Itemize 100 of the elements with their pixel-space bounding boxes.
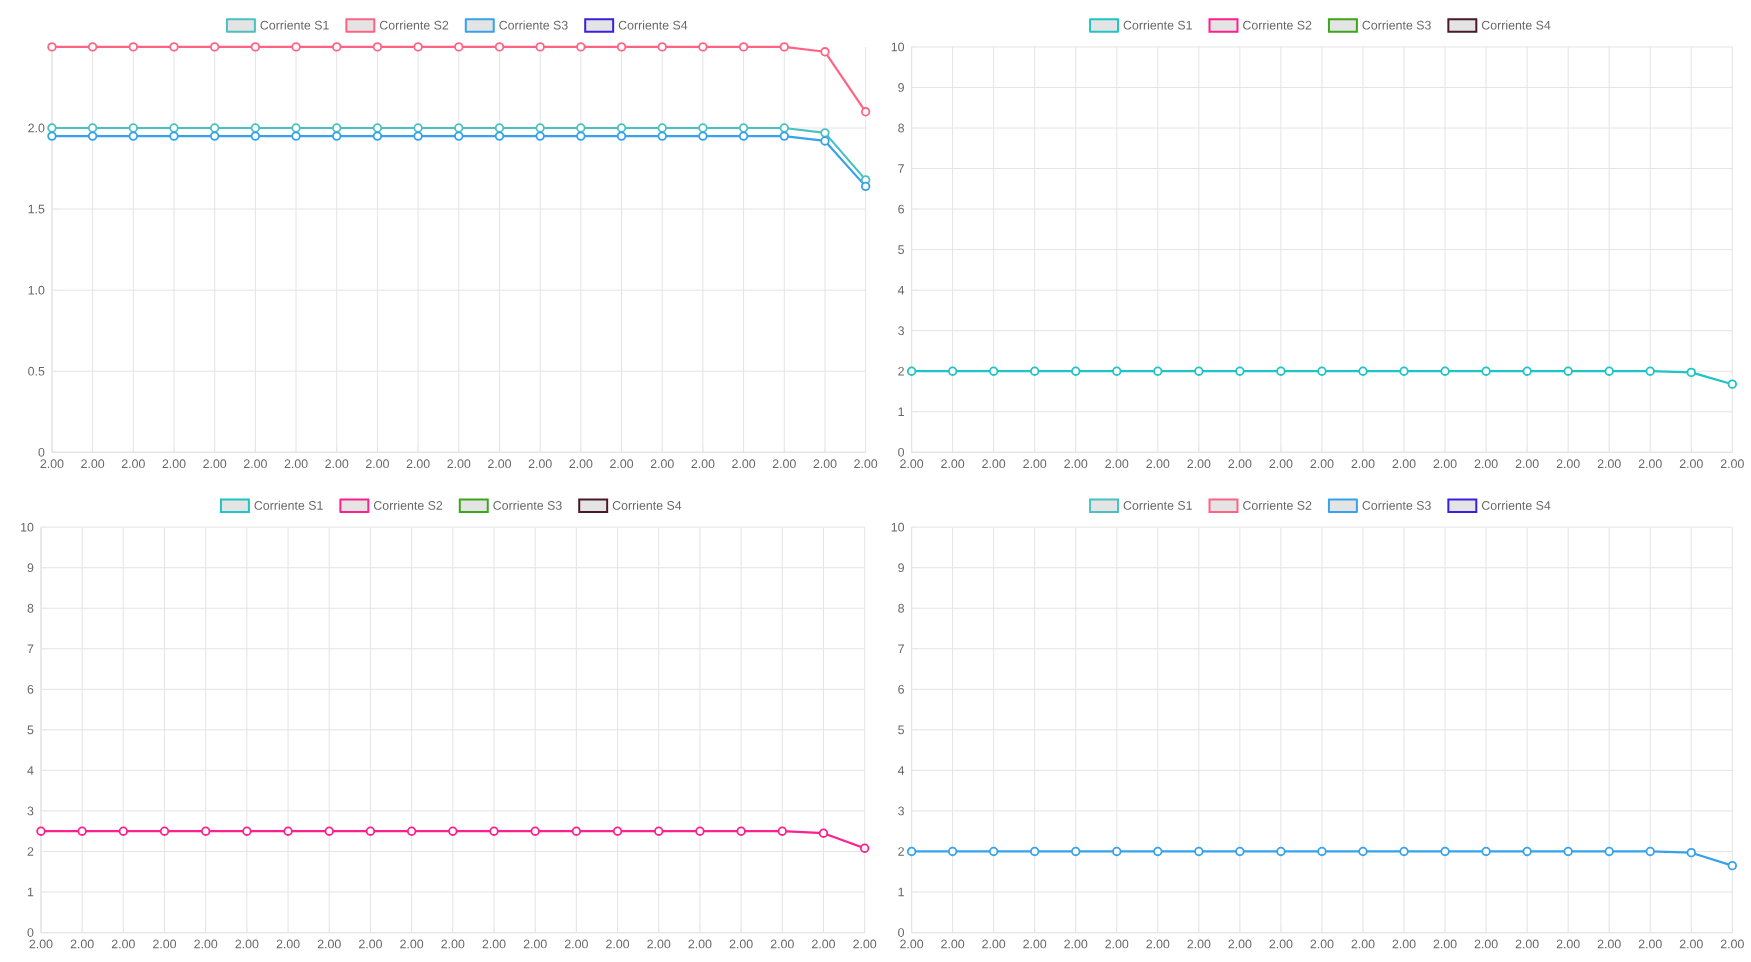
y-tick-label: 3 — [27, 806, 34, 816]
x-tick-label: 2.00 — [1023, 939, 1047, 949]
x-tick-label: 2.00 — [1228, 459, 1252, 468]
legend-label: Corriente S3 — [493, 500, 562, 510]
y-tick-label: 1 — [27, 887, 34, 897]
y-tick-label: 2 — [898, 846, 904, 856]
x-tick-label: 2.00 — [1269, 939, 1293, 949]
point — [860, 106, 871, 117]
legend-label: Corriente S2 — [379, 20, 449, 30]
legend-label: Corriente S4 — [1481, 20, 1551, 30]
point — [820, 136, 830, 146]
x-tick-label: 2.00 — [1638, 939, 1662, 949]
point — [372, 123, 383, 133]
x-tick-label: 2.00 — [29, 939, 53, 949]
x-tick-label: 2.00 — [564, 939, 588, 949]
point — [324, 826, 334, 836]
x-tick-label: 2.00 — [853, 939, 877, 949]
point — [1358, 366, 1368, 376]
point — [1563, 366, 1573, 376]
x-tick-label: 2.00 — [276, 939, 300, 949]
point — [777, 826, 787, 836]
point — [818, 828, 829, 838]
x-tick-label: 2.00 — [1433, 459, 1457, 468]
legend-label: Corriente S1 — [254, 500, 323, 510]
point — [365, 826, 376, 836]
y-tick-label: 10 — [891, 522, 905, 532]
point — [47, 131, 57, 141]
point — [698, 41, 708, 52]
point — [332, 123, 342, 133]
point — [201, 826, 211, 836]
x-tick-label: 2.00 — [941, 459, 965, 468]
point — [988, 366, 999, 376]
x-tick-label: 2.00 — [982, 939, 1006, 949]
x-tick-label: 2.00 — [1392, 939, 1416, 949]
x-tick-label: 2.00 — [1105, 459, 1129, 468]
point — [657, 41, 667, 52]
y-tick-label: 0.5 — [28, 366, 45, 376]
x-tick-label: 2.00 — [482, 939, 506, 949]
x-tick-label: 2.00 — [528, 459, 552, 468]
point — [779, 123, 789, 133]
point — [1153, 366, 1163, 376]
x-tick-label: 2.00 — [40, 459, 64, 468]
legend-label: Corriente S1 — [1123, 20, 1192, 30]
y-tick-label: 4 — [897, 765, 905, 775]
x-tick-label: 2.00 — [1720, 459, 1744, 468]
point — [494, 41, 505, 52]
x-tick-label: 2.00 — [813, 459, 837, 468]
point — [128, 131, 138, 141]
point — [454, 41, 464, 52]
point — [372, 131, 383, 141]
x-tick-label: 2.00 — [688, 939, 712, 949]
legend-label: Corriente S4 — [1481, 500, 1551, 510]
point — [406, 826, 417, 836]
point — [612, 826, 623, 836]
point — [616, 131, 627, 141]
point — [906, 366, 917, 376]
y-tick-label: 4 — [897, 285, 905, 295]
point — [250, 123, 261, 133]
x-tick-label: 2.00 — [1515, 459, 1539, 468]
x-tick-label: 2.00 — [111, 939, 135, 949]
legend-label: Corriente S4 — [618, 20, 688, 30]
y-tick-label: 6 — [27, 684, 34, 694]
point — [657, 123, 667, 133]
point — [332, 131, 342, 141]
y-tick-label: 1.5 — [28, 204, 45, 214]
point — [413, 131, 423, 141]
x-tick-label: 2.00 — [1474, 459, 1498, 468]
point — [36, 826, 46, 836]
legend-label: Corriente S1 — [260, 20, 329, 30]
point — [332, 41, 342, 52]
point — [454, 123, 464, 133]
x-tick-label: 2.00 — [569, 459, 593, 468]
point — [1399, 366, 1409, 376]
point — [1071, 366, 1081, 376]
x-tick-label: 2.00 — [153, 939, 177, 949]
x-tick-label: 2.00 — [1515, 939, 1539, 949]
point — [1030, 366, 1040, 376]
x-tick-label: 2.00 — [1269, 459, 1293, 468]
x-tick-label: 2.00 — [1146, 459, 1170, 468]
x-tick-label: 2.00 — [1351, 459, 1375, 468]
point — [209, 41, 220, 52]
point — [448, 826, 458, 836]
legend-label: Corriente S4 — [612, 500, 682, 510]
x-tick-label: 2.00 — [194, 939, 218, 949]
y-tick-label: 1 — [898, 887, 904, 897]
x-tick-label: 2.00 — [900, 459, 924, 468]
x-tick-label: 2.00 — [359, 939, 382, 949]
x-tick-label: 2.00 — [941, 939, 965, 949]
point — [169, 123, 179, 133]
point — [169, 41, 179, 52]
point — [616, 41, 627, 52]
point — [698, 123, 708, 133]
point — [250, 131, 261, 141]
y-tick-label: 2.0 — [28, 123, 45, 133]
x-tick-label: 2.00 — [121, 459, 145, 468]
legend-label: Corriente S3 — [1362, 500, 1431, 510]
point — [695, 826, 705, 836]
point — [413, 41, 423, 52]
point — [738, 131, 749, 141]
x-tick-label: 2.00 — [1433, 939, 1457, 949]
